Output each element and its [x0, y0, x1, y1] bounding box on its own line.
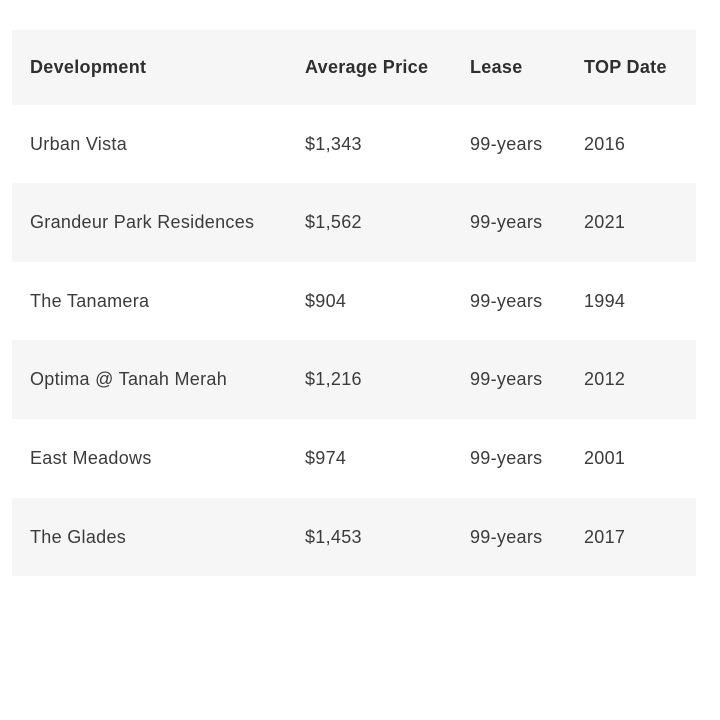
cell-top: 2012 [566, 340, 696, 419]
cell-top: 2001 [566, 418, 696, 498]
cell-price: $1,343 [287, 104, 452, 184]
table-row: The Glades $1,453 99-years 2017 [12, 497, 696, 577]
cell-development: Grandeur Park Residences [12, 183, 287, 262]
table-row: Urban Vista $1,343 99-years 2016 [12, 104, 696, 184]
cell-lease: 99-years [452, 104, 566, 184]
cell-top: 2017 [566, 497, 696, 577]
table-body: Urban Vista $1,343 99-years 2016 Grandeur Pa… [12, 104, 696, 577]
table-row: East Meadows $974 99-years 2001 [12, 418, 696, 498]
cell-price: $1,453 [287, 497, 452, 577]
cell-development: The Tanamera [12, 261, 287, 341]
column-header-top: TOP Date [566, 30, 696, 105]
column-header-lease: Lease [452, 30, 566, 105]
table-header: Development Average Price Lease TOP Date [12, 30, 696, 105]
cell-development: The Glades [12, 497, 287, 577]
table-row: The Tanamera $904 99-years 1994 [12, 261, 696, 341]
cell-development: East Meadows [12, 418, 287, 498]
column-header-price: Average Price [287, 30, 452, 105]
cell-lease: 99-years [452, 497, 566, 577]
cell-price: $904 [287, 261, 452, 341]
cell-price: $1,562 [287, 183, 452, 262]
cell-lease: 99-years [452, 340, 566, 419]
cell-lease: 99-years [452, 183, 566, 262]
cell-top: 2016 [566, 104, 696, 184]
cell-top: 2021 [566, 183, 696, 262]
column-header-development: Development [12, 30, 287, 105]
cell-price: $1,216 [287, 340, 452, 419]
cell-price: $974 [287, 418, 452, 498]
cell-lease: 99-years [452, 418, 566, 498]
cell-lease: 99-years [452, 261, 566, 341]
table-row: Optima @ Tanah Merah $1,216 99-years 2012 [12, 340, 696, 419]
header-row: Development Average Price Lease TOP Date [12, 30, 696, 105]
cell-development: Urban Vista [12, 104, 287, 184]
table-row: Grandeur Park Residences $1,562 99-years 20… [12, 183, 696, 262]
cell-development: Optima @ Tanah Merah [12, 340, 287, 419]
developments-table: Development Average Price Lease TOP Date Ur… [12, 30, 696, 577]
cell-top: 1994 [566, 261, 696, 341]
